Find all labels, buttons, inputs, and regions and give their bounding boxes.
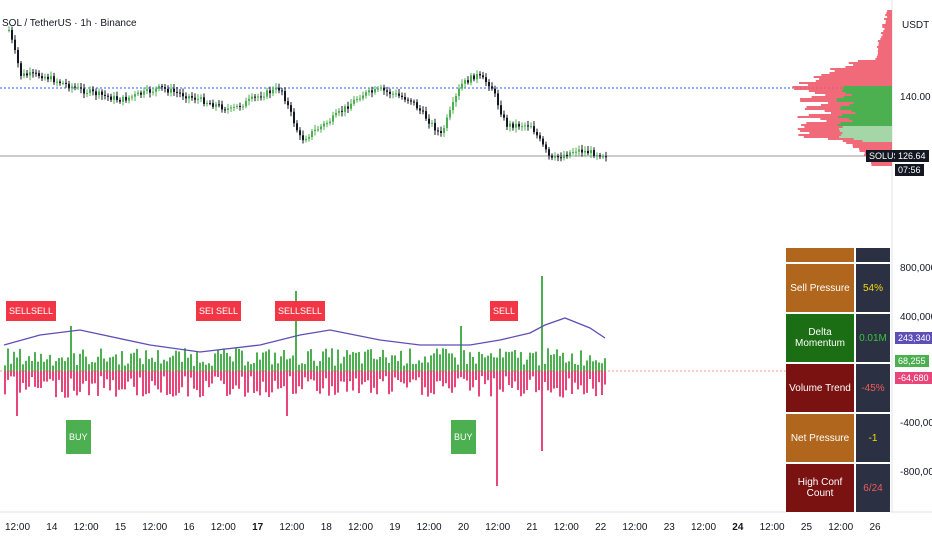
- panel-label: Delta Momentum: [786, 314, 856, 362]
- time-tick: 24: [732, 522, 744, 533]
- last-price-tag: 126.64: [895, 150, 929, 162]
- time-tick: 20: [457, 522, 470, 533]
- panel-row-delta-momentum: Delta Momentum 0.01M: [786, 314, 890, 364]
- time-tick: 14: [46, 522, 58, 533]
- currency-label: USDT: [902, 20, 930, 31]
- panel-row-net-pressure: Net Pressure -1: [786, 414, 890, 464]
- countdown-tag: 07:56: [895, 164, 924, 176]
- time-tick: 18: [320, 522, 332, 533]
- time-tick: 17: [252, 522, 264, 533]
- time-tick: 12:00: [279, 522, 305, 533]
- panel-label: High Conf Count: [786, 464, 856, 512]
- time-tick: 12:00: [210, 522, 236, 533]
- sell-signal: SELLSELL: [275, 301, 326, 321]
- volume-ma-line: [3, 317, 606, 353]
- panel-label: Sell Pressure: [786, 264, 856, 312]
- time-tick: 21: [526, 522, 538, 533]
- time-tick: 12:00: [142, 522, 168, 533]
- buy-signal: BUY: [66, 420, 91, 454]
- time-tick: 22: [595, 522, 607, 533]
- time-tick: 12:00: [485, 522, 511, 533]
- time-tick: 16: [183, 522, 195, 533]
- volume-profile: [792, 10, 892, 166]
- delta-value-tag: 68,255: [895, 355, 929, 367]
- time-tick: 19: [389, 522, 401, 533]
- panel-value: -1: [856, 414, 890, 462]
- time-tick: 12:00: [828, 522, 854, 533]
- sell-signal: SELLSELL: [6, 301, 57, 321]
- panel-value: 6/24: [856, 464, 890, 512]
- candlesticks: [8, 26, 607, 162]
- panel-value: 54%: [856, 264, 890, 312]
- panel-row-volume-trend: Volume Trend -45%: [786, 364, 890, 414]
- ind-tick-neg800k: -800,000: [900, 467, 932, 478]
- time-tick: 12:00: [691, 522, 717, 533]
- buy-signal: BUY: [451, 420, 476, 454]
- panel-label: [786, 248, 856, 262]
- panel-row-top: [786, 248, 890, 264]
- stats-panel: Sell Pressure 54% Delta Momentum 0.01M V…: [786, 248, 890, 514]
- neg-value-tag: -64,680: [895, 372, 932, 384]
- ind-tick-neg400k: -400,000: [900, 418, 932, 429]
- time-tick: 12:00: [553, 522, 579, 533]
- time-tick: 26: [869, 522, 881, 533]
- time-tick: 15: [114, 522, 127, 533]
- sell-signal: SELL: [213, 301, 242, 321]
- panel-value: [856, 248, 890, 262]
- chart-title: SOL / TetherUS · 1h · Binance: [2, 18, 137, 29]
- panel-value: 0.01M: [856, 314, 890, 362]
- ind-tick-800k: 800,000: [900, 263, 932, 274]
- time-tick: 12:00: [622, 522, 648, 533]
- ind-tick-400k: 400,000: [900, 312, 932, 323]
- time-tick: 12:00: [416, 522, 442, 533]
- time-tick: 12:00: [348, 522, 374, 533]
- panel-row-high-conf: High Conf Count 6/24: [786, 464, 890, 514]
- panel-row-sell-pressure: Sell Pressure 54%: [786, 264, 890, 314]
- price-tick-140: 140.00: [900, 92, 931, 103]
- panel-label: Net Pressure: [786, 414, 856, 462]
- time-tick: 12:00: [5, 522, 31, 533]
- time-tick: 12:00: [759, 522, 785, 533]
- volume-delta-bars: [4, 276, 606, 486]
- time-tick: 23: [663, 522, 675, 533]
- sell-signal: SELL: [490, 301, 519, 321]
- time-tick: 12:00: [73, 522, 99, 533]
- panel-label: Volume Trend: [786, 364, 856, 412]
- time-tick: 25: [800, 522, 813, 533]
- panel-value: -45%: [856, 364, 890, 412]
- ma-value-tag: 243,340: [895, 332, 932, 344]
